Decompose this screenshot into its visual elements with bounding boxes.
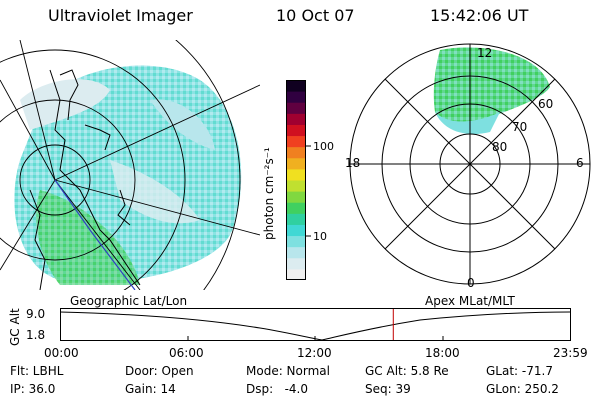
satellite-track	[54, 179, 136, 290]
polar-grid	[349, 43, 591, 285]
altitude-timeline	[60, 308, 571, 341]
colorbar-swatch	[286, 213, 306, 225]
coastline	[49, 69, 141, 286]
status-glat: GLat: -71.7	[486, 364, 553, 378]
status-seq: Seq: 39	[365, 382, 411, 396]
time-tick-3: 18:00	[425, 346, 460, 360]
timeline-right-label: Apex MLat/MLT	[425, 294, 515, 308]
status-flt: Flt: LBHL	[10, 364, 64, 378]
colorbar-unit-label: photon cm⁻²s⁻¹	[262, 147, 276, 240]
status-door: Door: Open	[125, 364, 194, 378]
time-tick-1: 06:00	[169, 346, 204, 360]
status-glon: GLon: 250.2	[486, 382, 559, 396]
colorbar-swatch	[286, 135, 306, 148]
observation-date: 10 Oct 07	[276, 6, 355, 25]
mlat-label-80: 80	[492, 140, 508, 154]
geographic-image-panel	[0, 40, 260, 290]
status-ip: IP: 36.0	[10, 382, 56, 396]
status-gc-alt: GC Alt: 5.8 Re	[365, 364, 449, 378]
instrument-title: Ultraviolet Imager	[48, 6, 193, 25]
colorbar-swatch	[286, 157, 306, 170]
mlat-label-70: 70	[512, 120, 528, 134]
colorbar-swatch	[286, 180, 306, 192]
status-mode: Mode: Normal	[246, 364, 330, 378]
time-tick-2: 12:00	[297, 346, 332, 360]
colorbar-swatch	[286, 124, 306, 137]
altitude-curve	[60, 311, 571, 341]
colorbar-swatch	[286, 91, 306, 103]
observation-time: 15:42:06 UT	[430, 6, 529, 25]
lat-lon-grid	[0, 40, 260, 290]
colorbar-swatch	[286, 191, 306, 203]
colorbar-swatch	[286, 113, 306, 125]
colorbar-swatch	[286, 102, 306, 114]
colorbar-swatch	[286, 246, 306, 259]
colorbar-tick-100: 100	[313, 140, 334, 153]
colorbar-swatch	[286, 268, 306, 281]
color-scale-ticks	[306, 145, 311, 237]
mlt-label-0: 0	[467, 276, 475, 290]
time-tick-4: 23:59	[553, 346, 588, 360]
timeline-left-label: Geographic Lat/Lon	[70, 294, 188, 308]
timeline-ylabel: GC Alt	[8, 308, 22, 346]
mlat-label-60: 60	[538, 97, 554, 111]
colorbar-tick-10: 10	[313, 230, 327, 243]
colorbar-swatch	[286, 168, 306, 181]
status-gain: Gain: 14	[125, 382, 176, 396]
mlt-label-12: 12	[477, 46, 493, 60]
mlt-label-18: 18	[345, 156, 361, 170]
colorbar-swatch	[286, 146, 306, 159]
polar-mlat-mlt-plot	[349, 43, 591, 285]
colorbar-swatch	[286, 80, 306, 92]
color-scale-bar	[286, 80, 306, 281]
timeline-ytick-top: 9.0	[26, 307, 46, 321]
colorbar-swatch	[286, 257, 306, 270]
colorbar-swatch	[286, 224, 306, 237]
time-tick-0: 00:00	[44, 346, 79, 360]
status-dsp: Dsp: -4.0	[246, 382, 309, 396]
mlt-label-6: 6	[576, 156, 584, 170]
colorbar-swatch	[286, 235, 306, 248]
timeline-ytick-bottom: 1.8	[26, 328, 46, 342]
colorbar-swatch	[286, 202, 306, 214]
